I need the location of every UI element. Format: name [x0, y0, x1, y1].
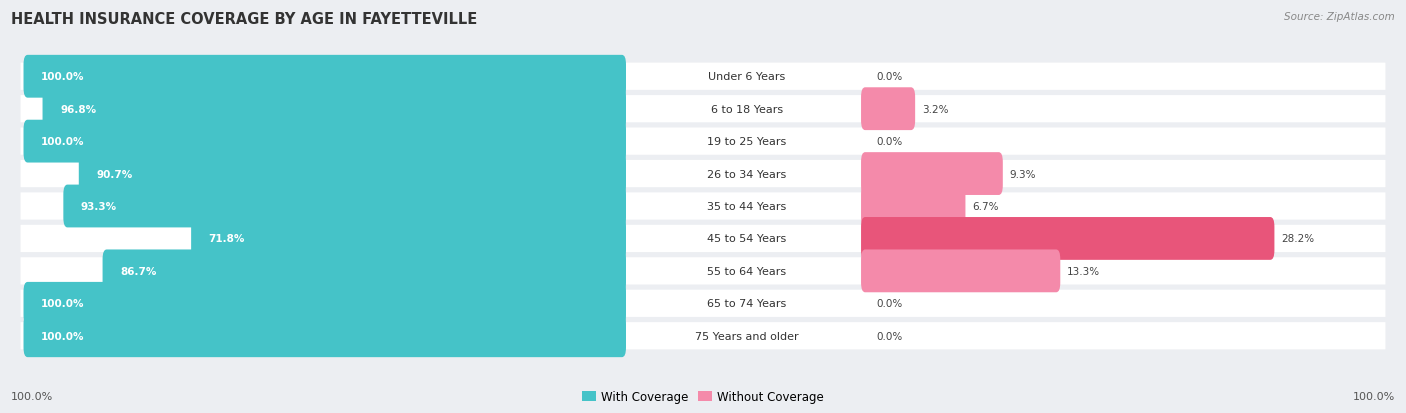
Text: 0.0%: 0.0%	[876, 137, 903, 147]
Text: 6 to 18 Years: 6 to 18 Years	[711, 104, 783, 114]
Text: 28.2%: 28.2%	[1281, 234, 1315, 244]
Text: 6.7%: 6.7%	[972, 202, 998, 211]
Text: 0.0%: 0.0%	[876, 299, 903, 309]
FancyBboxPatch shape	[21, 96, 1385, 123]
FancyBboxPatch shape	[21, 290, 1385, 317]
Text: 100.0%: 100.0%	[41, 299, 84, 309]
Text: 0.0%: 0.0%	[876, 72, 903, 82]
Text: 0.0%: 0.0%	[876, 331, 903, 341]
Text: 9.3%: 9.3%	[1010, 169, 1036, 179]
Text: 93.3%: 93.3%	[82, 202, 117, 211]
Text: 86.7%: 86.7%	[120, 266, 156, 276]
FancyBboxPatch shape	[21, 225, 1385, 252]
Text: 19 to 25 Years: 19 to 25 Years	[707, 137, 786, 147]
Text: Source: ZipAtlas.com: Source: ZipAtlas.com	[1284, 12, 1395, 22]
Text: HEALTH INSURANCE COVERAGE BY AGE IN FAYETTEVILLE: HEALTH INSURANCE COVERAGE BY AGE IN FAYE…	[11, 12, 478, 27]
Text: 55 to 64 Years: 55 to 64 Years	[707, 266, 786, 276]
FancyBboxPatch shape	[21, 258, 1385, 285]
FancyBboxPatch shape	[21, 128, 1385, 155]
FancyBboxPatch shape	[860, 218, 1274, 260]
FancyBboxPatch shape	[21, 322, 1385, 349]
Legend: With Coverage, Without Coverage: With Coverage, Without Coverage	[578, 385, 828, 408]
FancyBboxPatch shape	[24, 282, 626, 325]
FancyBboxPatch shape	[21, 64, 1385, 91]
Text: 35 to 44 Years: 35 to 44 Years	[707, 202, 786, 211]
Text: Under 6 Years: Under 6 Years	[709, 72, 786, 82]
Text: 96.8%: 96.8%	[60, 104, 96, 114]
Text: 13.3%: 13.3%	[1067, 266, 1099, 276]
FancyBboxPatch shape	[42, 88, 626, 131]
Text: 71.8%: 71.8%	[208, 234, 245, 244]
FancyBboxPatch shape	[860, 153, 1002, 195]
FancyBboxPatch shape	[79, 153, 626, 195]
FancyBboxPatch shape	[860, 88, 915, 131]
Text: 3.2%: 3.2%	[922, 104, 949, 114]
Text: 100.0%: 100.0%	[41, 137, 84, 147]
FancyBboxPatch shape	[63, 185, 626, 228]
FancyBboxPatch shape	[21, 193, 1385, 220]
FancyBboxPatch shape	[24, 315, 626, 357]
Text: 65 to 74 Years: 65 to 74 Years	[707, 299, 786, 309]
FancyBboxPatch shape	[860, 250, 1060, 292]
Text: 45 to 54 Years: 45 to 54 Years	[707, 234, 786, 244]
Text: 75 Years and older: 75 Years and older	[695, 331, 799, 341]
FancyBboxPatch shape	[21, 161, 1385, 188]
Text: 100.0%: 100.0%	[1353, 391, 1395, 401]
Text: 90.7%: 90.7%	[97, 169, 132, 179]
FancyBboxPatch shape	[860, 185, 966, 228]
Text: 100.0%: 100.0%	[41, 331, 84, 341]
FancyBboxPatch shape	[24, 121, 626, 163]
FancyBboxPatch shape	[191, 218, 626, 260]
Text: 26 to 34 Years: 26 to 34 Years	[707, 169, 786, 179]
Text: 100.0%: 100.0%	[41, 72, 84, 82]
FancyBboxPatch shape	[103, 250, 626, 292]
FancyBboxPatch shape	[24, 56, 626, 98]
Text: 100.0%: 100.0%	[11, 391, 53, 401]
